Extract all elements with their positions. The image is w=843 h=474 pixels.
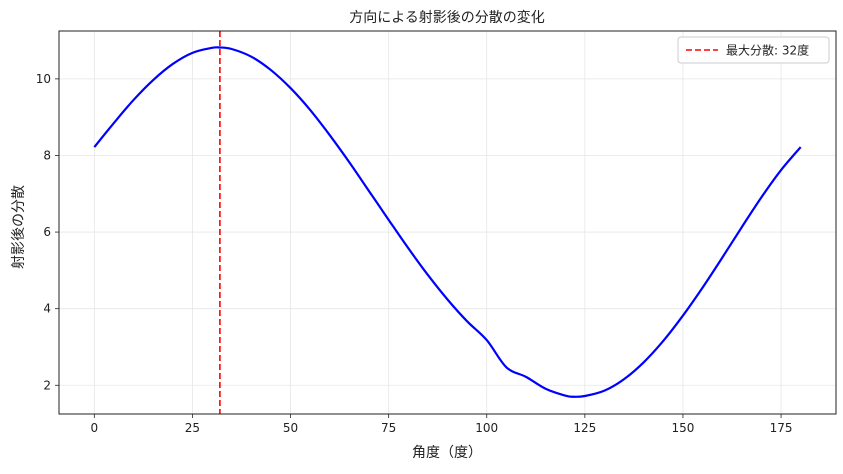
plot-background bbox=[59, 31, 836, 414]
y-tick-label: 6 bbox=[43, 225, 51, 239]
legend: 最大分散: 32度 bbox=[677, 36, 830, 64]
legend-entry-label: 最大分散: 32度 bbox=[726, 43, 809, 58]
x-tick-label: 150 bbox=[672, 421, 695, 435]
x-axis-label: 角度（度） bbox=[412, 445, 482, 461]
series-layer bbox=[93, 46, 802, 398]
x-tick-label: 125 bbox=[573, 421, 596, 435]
x-tick-label: 75 bbox=[381, 421, 396, 435]
plot-frame bbox=[58, 30, 837, 415]
x-tick-label: 0 bbox=[90, 421, 98, 435]
x-tick-label: 175 bbox=[770, 421, 793, 435]
x-tick-label: 100 bbox=[475, 421, 498, 435]
y-tick-label: 10 bbox=[36, 72, 51, 86]
tick-layer: 0 25 50 75 100 125 150 175 2 4 6 8 10 bbox=[36, 72, 793, 435]
variance-series-line bbox=[93, 46, 802, 398]
y-tick-label: 2 bbox=[43, 378, 51, 392]
y-tick-label: 4 bbox=[43, 302, 51, 316]
legend-box bbox=[677, 36, 830, 64]
grid-layer bbox=[59, 31, 836, 414]
chart-title: 方向による射影後の分散の変化 bbox=[349, 9, 545, 26]
y-tick-label: 8 bbox=[43, 148, 51, 162]
x-tick-label: 50 bbox=[283, 421, 298, 435]
y-axis-label: 射影後の分散 bbox=[11, 185, 27, 269]
x-tick-label: 25 bbox=[185, 421, 200, 435]
